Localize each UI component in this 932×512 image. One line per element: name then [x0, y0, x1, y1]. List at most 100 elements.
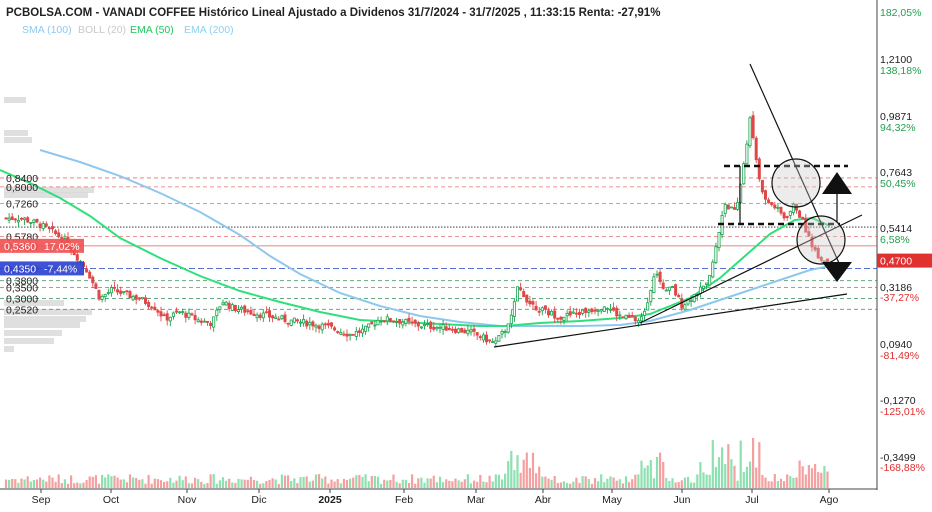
volume-bar	[469, 483, 473, 488]
volume-bar	[482, 481, 485, 488]
volume-bar	[311, 480, 314, 488]
volume-bar	[153, 478, 156, 488]
volume-bar	[432, 475, 435, 488]
volume-bar	[463, 479, 466, 488]
candle-body	[578, 312, 582, 316]
volume-bar	[612, 477, 615, 488]
volume-bar	[324, 476, 327, 488]
candle-body	[804, 218, 808, 233]
volume-bar	[116, 477, 119, 488]
volume-bar	[246, 479, 249, 488]
volume-bar	[370, 476, 373, 488]
volume-bar	[745, 466, 748, 488]
candle-body	[488, 339, 492, 342]
left-badge-percent: -7,44%	[44, 263, 77, 275]
candle-body	[627, 314, 631, 318]
volume-bar	[786, 474, 789, 488]
volume-bar	[659, 452, 662, 488]
volume-bar	[448, 480, 451, 488]
candle-body	[764, 190, 768, 200]
candle-body	[94, 283, 98, 289]
candle-body	[466, 329, 470, 335]
volume-bar	[767, 481, 770, 488]
candle-body	[556, 317, 560, 320]
right-axis-label: 50,45%	[880, 178, 916, 190]
candle-body	[581, 309, 585, 314]
candle-body	[587, 310, 591, 313]
volume-bar	[736, 480, 739, 488]
volume-bar	[702, 472, 705, 488]
candle-body	[165, 313, 169, 321]
candle-body	[633, 316, 637, 322]
volume-bar	[603, 482, 606, 488]
candle-body	[233, 304, 237, 312]
volume-bar	[212, 474, 215, 488]
candle-body	[255, 314, 259, 319]
right-axis-label: 0,0940	[880, 339, 912, 351]
volume-bar	[798, 460, 801, 488]
volume-bar	[32, 479, 35, 488]
candle-body	[271, 315, 275, 319]
legend-ema50: EMA (50)	[130, 24, 174, 36]
left-level-label: 0,7260	[6, 198, 38, 210]
candle-body	[816, 247, 820, 259]
volume-bar	[156, 479, 159, 488]
volume-bar	[175, 480, 178, 488]
volume-bar	[423, 482, 426, 488]
right-axis-label: 0,9871	[880, 111, 912, 123]
volume-bar	[519, 472, 522, 488]
candle-body	[308, 322, 312, 326]
candle-body	[13, 218, 17, 221]
candle-body	[469, 329, 473, 333]
volume-bar	[110, 476, 113, 488]
volume-bar	[178, 475, 181, 488]
candle-body	[813, 246, 817, 251]
volume-bar	[671, 478, 674, 488]
volume-bar	[550, 479, 553, 488]
volume-bar	[547, 478, 550, 488]
volume-bar	[218, 480, 221, 488]
volume-bar	[553, 475, 556, 488]
candle-body	[134, 295, 138, 300]
volume-bar	[268, 479, 271, 488]
candle-body	[32, 219, 36, 223]
candle-body	[221, 302, 225, 306]
candle-body	[174, 310, 178, 313]
volume-bar	[48, 475, 51, 488]
candle-body	[671, 286, 675, 288]
volume-bar	[395, 481, 398, 488]
volume-bar	[45, 481, 48, 488]
candle-body	[419, 326, 423, 329]
candle-body	[630, 315, 634, 318]
candle-body	[236, 309, 240, 312]
candle-body	[692, 293, 696, 303]
volume-bar	[376, 476, 380, 488]
volume-bar	[748, 461, 752, 488]
volume-bar	[752, 437, 755, 488]
candle-body	[779, 206, 783, 214]
volume-bar	[445, 479, 448, 488]
candle-body	[205, 320, 209, 323]
arrow-up-icon	[822, 172, 852, 194]
candle-body	[714, 246, 718, 263]
volume-bar	[473, 480, 476, 488]
left-badge-bg	[0, 261, 84, 276]
volume-bar	[538, 466, 541, 488]
candle-body	[748, 117, 752, 147]
candle-body	[807, 231, 811, 237]
candle-body	[274, 316, 278, 319]
candle-body	[736, 202, 740, 210]
volume-bar	[504, 473, 507, 488]
volume-bar	[283, 475, 287, 488]
volume-bar	[97, 483, 101, 488]
candle-body	[717, 231, 721, 249]
volume-profile-bar	[4, 338, 54, 344]
volume-profile-bar	[4, 316, 86, 322]
candle-body	[658, 271, 662, 283]
volume-bar	[742, 472, 745, 488]
volume-profile-bar	[4, 346, 14, 352]
candle-body	[788, 210, 792, 216]
candle-body	[553, 310, 557, 319]
volume-bar	[411, 474, 414, 488]
volume-bar	[407, 483, 411, 488]
